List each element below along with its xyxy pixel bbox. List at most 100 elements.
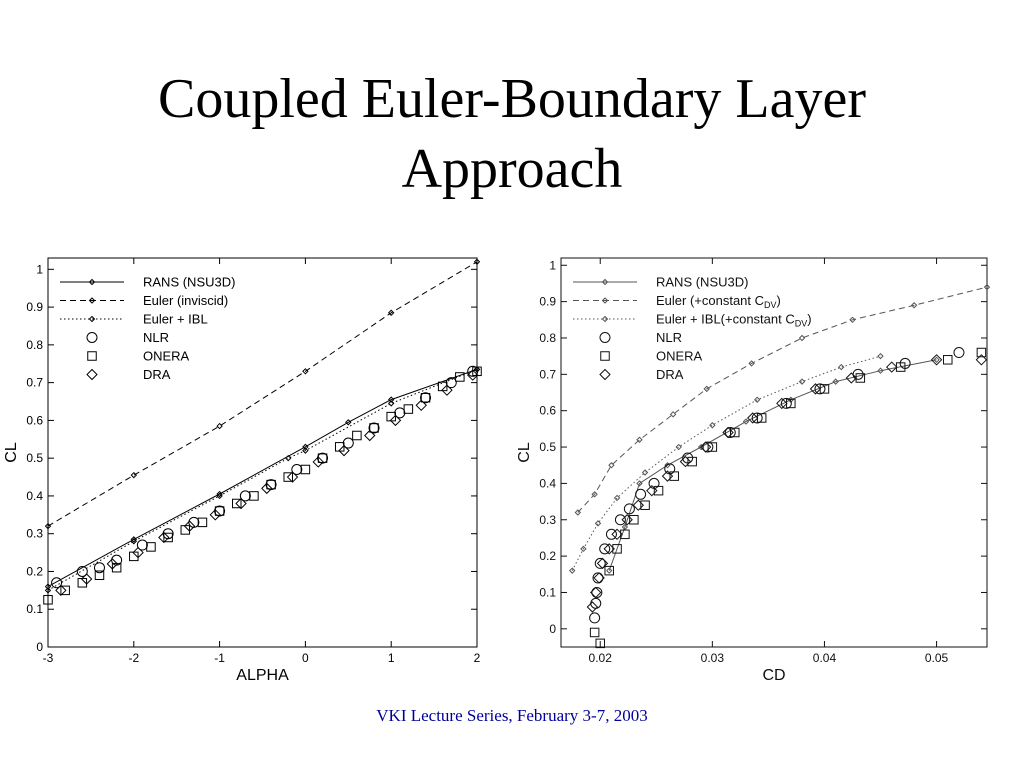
data-point — [364, 429, 376, 442]
legend-marker — [88, 315, 96, 323]
y-tick-label: 0 — [36, 640, 43, 654]
data-point — [599, 543, 611, 555]
data-point — [594, 520, 602, 527]
data-point — [605, 567, 613, 574]
data-point — [751, 412, 763, 424]
data-point — [669, 471, 679, 481]
y-tick-label: 0.2 — [539, 549, 556, 563]
y-tick-label: 0.1 — [26, 602, 43, 616]
y-tick-label: 0.6 — [539, 404, 556, 418]
data-point — [596, 557, 609, 570]
data-point — [302, 447, 309, 454]
data-point — [285, 454, 292, 462]
data-point — [345, 419, 352, 426]
data-point — [352, 430, 362, 441]
y-tick-label: 0.2 — [26, 564, 43, 578]
data-point — [621, 514, 633, 526]
data-point — [852, 368, 864, 380]
legend-label: RANS (NSU3D) — [143, 275, 235, 290]
data-point — [724, 427, 736, 439]
legend-marker — [86, 332, 98, 343]
data-point — [593, 572, 605, 584]
data-point — [93, 562, 105, 574]
data-point — [420, 392, 432, 404]
legend-label: RANS (NSU3D) — [656, 275, 748, 290]
series-line — [577, 286, 988, 513]
slide-footer: VKI Lecture Series, February 3-7, 2003 — [376, 706, 648, 725]
data-point — [722, 426, 734, 439]
legend-marker — [601, 315, 609, 323]
data-point — [467, 369, 479, 381]
legend-marker — [88, 297, 96, 304]
data-point — [687, 456, 697, 467]
data-point — [106, 558, 119, 570]
data-point — [591, 586, 603, 598]
data-point — [76, 565, 88, 577]
data-point — [814, 383, 826, 395]
data-point — [216, 490, 223, 498]
data-point — [387, 396, 395, 403]
data-point — [197, 517, 208, 528]
slide-title: Coupled Euler-Boundary Layer Approach — [0, 64, 1024, 204]
data-point — [232, 498, 242, 509]
data-point — [130, 536, 138, 543]
series-line — [47, 368, 478, 588]
data-point — [216, 492, 223, 500]
data-point — [845, 372, 858, 384]
y-tick-label: 0.4 — [539, 476, 556, 490]
data-point — [55, 584, 67, 597]
data-point — [933, 356, 940, 364]
data-point — [209, 509, 222, 521]
x-tick-label: -2 — [128, 651, 139, 665]
legend-label: Euler (+constant CDV) — [656, 293, 781, 310]
legend-label: DRA — [143, 367, 171, 382]
legend-label: Euler (inviscid) — [143, 293, 228, 308]
data-point — [44, 583, 52, 590]
series-line — [571, 355, 881, 571]
data-point — [702, 441, 714, 453]
legend-label: Euler + IBL — [143, 312, 208, 327]
data-point — [838, 363, 845, 371]
data-point — [249, 491, 259, 501]
data-point — [130, 538, 138, 545]
legend-marker — [601, 297, 609, 304]
legend-marker — [599, 368, 611, 381]
data-point — [302, 368, 309, 375]
data-point — [589, 627, 600, 638]
data-point — [595, 638, 605, 649]
legend-label: ONERA — [656, 349, 703, 364]
data-point — [636, 480, 643, 487]
y-tick-label: 0.1 — [539, 585, 556, 599]
data-point — [753, 396, 761, 403]
data-point — [183, 520, 196, 532]
data-point — [338, 444, 350, 457]
x-tick-label: 0 — [302, 651, 309, 665]
data-point — [592, 572, 604, 584]
data-point — [776, 397, 788, 410]
y-tick-label: 0.6 — [26, 413, 43, 427]
data-point — [746, 412, 759, 424]
data-point — [742, 418, 750, 425]
x-tick-label: 0.03 — [701, 651, 725, 665]
data-point — [158, 531, 170, 544]
data-point — [646, 484, 658, 497]
data-point — [574, 509, 582, 516]
data-point — [953, 347, 965, 359]
y-tick-label: 0.7 — [539, 367, 556, 381]
data-point — [975, 354, 988, 366]
data-point — [291, 463, 303, 475]
data-point — [389, 414, 402, 427]
data-point — [261, 482, 273, 495]
legend-marker — [599, 332, 611, 343]
y-tick-label: 0.7 — [26, 376, 43, 390]
x-axis-label: CD — [762, 667, 785, 684]
series-line — [47, 261, 478, 527]
data-point — [300, 464, 311, 475]
legend-label: DRA — [656, 367, 684, 382]
y-tick-label: 0.9 — [539, 295, 556, 309]
data-point — [415, 399, 427, 411]
data-point — [675, 443, 682, 451]
data-point — [51, 577, 63, 589]
data-point — [467, 365, 479, 377]
data-point — [653, 485, 664, 496]
